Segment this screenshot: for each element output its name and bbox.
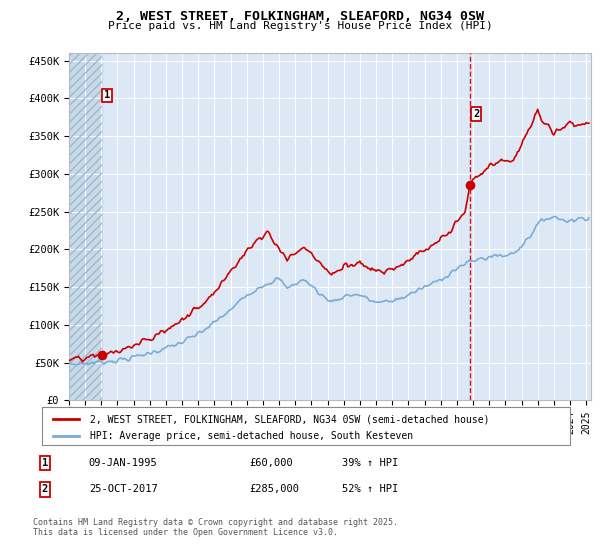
Text: 52% ↑ HPI: 52% ↑ HPI: [342, 484, 398, 494]
Bar: [69, 53, 102, 400]
Text: 09-JAN-1995: 09-JAN-1995: [89, 458, 158, 468]
Text: 2, WEST STREET, FOLKINGHAM, SLEAFORD, NG34 0SW: 2, WEST STREET, FOLKINGHAM, SLEAFORD, NG…: [116, 10, 484, 23]
Bar: [69, 53, 102, 400]
Text: £60,000: £60,000: [249, 458, 293, 468]
Text: 2: 2: [473, 109, 479, 119]
Text: Contains HM Land Registry data © Crown copyright and database right 2025.
This d: Contains HM Land Registry data © Crown c…: [33, 518, 398, 538]
Text: Price paid vs. HM Land Registry's House Price Index (HPI): Price paid vs. HM Land Registry's House …: [107, 21, 493, 31]
Text: £285,000: £285,000: [249, 484, 299, 494]
Text: 1: 1: [104, 91, 110, 100]
Text: 25-OCT-2017: 25-OCT-2017: [89, 484, 158, 494]
Text: HPI: Average price, semi-detached house, South Kesteven: HPI: Average price, semi-detached house,…: [89, 431, 413, 441]
FancyBboxPatch shape: [42, 407, 570, 445]
Text: 1: 1: [42, 458, 48, 468]
Text: 39% ↑ HPI: 39% ↑ HPI: [342, 458, 398, 468]
Text: 2, WEST STREET, FOLKINGHAM, SLEAFORD, NG34 0SW (semi-detached house): 2, WEST STREET, FOLKINGHAM, SLEAFORD, NG…: [89, 414, 489, 424]
Text: 2: 2: [42, 484, 48, 494]
